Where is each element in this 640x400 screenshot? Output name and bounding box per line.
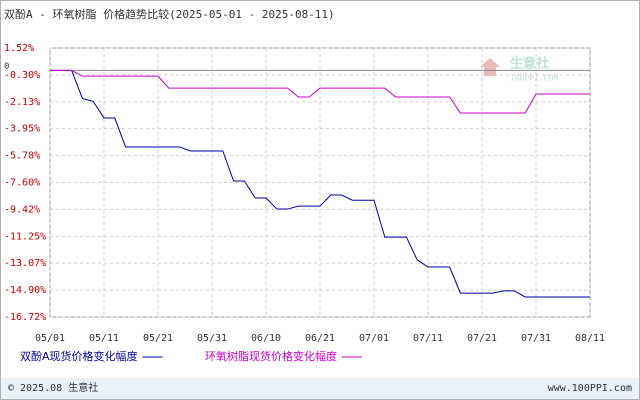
footer-right: www.100PPI.com [548,383,632,394]
y-tick-label: 1.52% [4,43,34,54]
x-tick-label: 07/31 [521,333,551,344]
x-tick-label: 05/11 [89,333,119,344]
y-tick-label: -14.90% [4,285,46,296]
zero-label: 0 [4,62,9,72]
x-tick-label: 05/31 [197,333,227,344]
y-tick-label: -7.60% [4,178,40,189]
series-line [50,69,590,298]
watermark: 生意社 100PPI.COM [480,56,558,83]
footer-left: © 2025.08 生意社 [8,381,98,394]
y-tick-label: -2.13% [4,97,40,108]
x-tick-label: 07/21 [467,333,497,344]
legend-label: 双酚A现货价格变化幅度 [20,349,138,363]
y-tick-label: -9.42% [4,204,40,215]
x-tick-label: 05/01 [35,333,65,344]
y-tick-label: -16.72% [4,312,46,323]
x-tick-label: 05/21 [143,333,173,344]
x-tick-label: 07/11 [413,333,443,344]
watermark-site: 100PPI.COM [510,74,558,83]
x-tick-label: 06/21 [305,333,335,344]
watermark-name: 生意社 [510,56,549,72]
x-tick-label: 07/01 [359,333,389,344]
x-tick-label: 06/10 [251,333,281,344]
y-tick-label: -0.30% [4,70,40,81]
y-tick-label: -3.95% [4,124,40,135]
chart-title: 双酚A - 环氧树脂 价格趋势比较(2025-05-01 - 2025-08-1… [4,7,335,21]
x-tick-label: 08/11 [575,333,605,344]
footer-bar [1,378,639,399]
y-tick-label: -5.78% [4,151,40,162]
watermark-logo [480,58,500,76]
legend-label: 环氧树脂现货价格变化幅度 [205,349,337,363]
y-tick-label: -13.07% [4,258,46,269]
y-tick-label: -11.25% [4,231,46,242]
series-line [50,69,590,114]
